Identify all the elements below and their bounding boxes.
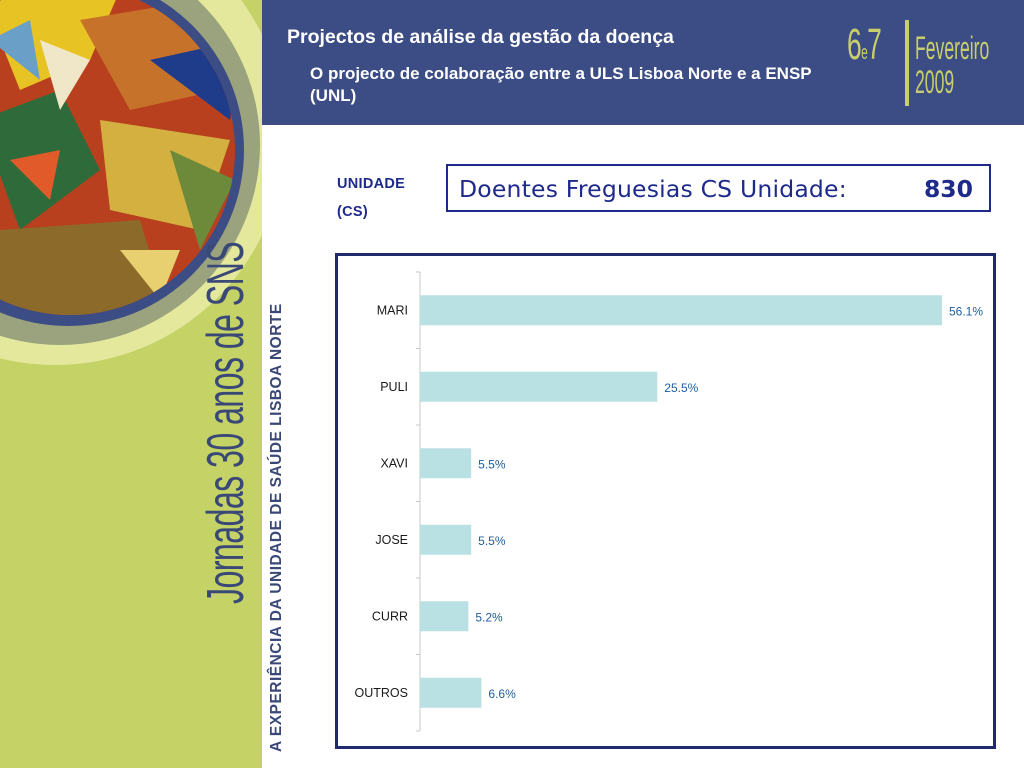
data-label: 25.5% (664, 381, 698, 395)
data-label: 5.5% (478, 534, 506, 548)
event-subtitle: A EXPERIÊNCIA DA UNIDADE DE SAÚDE LISBOA… (268, 303, 285, 752)
category-label: OUTROS (355, 686, 408, 700)
event-date-badge: 6e7 Fevereiro 2009 (847, 18, 1007, 108)
data-label: 56.1% (949, 304, 983, 318)
data-label: 5.5% (478, 457, 506, 471)
page-subtitle: O projecto de colaboração entre a ULS Li… (310, 64, 812, 105)
category-label: JOSE (375, 533, 408, 547)
bar-curr (420, 601, 469, 632)
event-days: 6e7 (847, 20, 882, 70)
event-year: 2009 (915, 64, 955, 100)
header-banner: Projectos de análise da gestão da doença… (262, 0, 1024, 125)
painting-artwork (0, 0, 262, 365)
event-month: Fevereiro (915, 30, 990, 66)
summary-label: Doentes Freguesias CS Unidade: (459, 175, 847, 203)
bar-chart: MARI 56.1% PULI 25.5% XAVI 5.5% JOSE 5.5% CURR 5.… (355, 271, 983, 732)
bar-puli (420, 371, 658, 402)
bar-outros (420, 677, 482, 708)
chart-frame: MARI 56.1% PULI 25.5% XAVI 5.5% JOSE 5.5% CURR 5.… (335, 253, 996, 749)
category-label: PULI (380, 380, 408, 394)
unit-label-line1: UNIDADE (337, 176, 406, 192)
unit-label-line2: (CS) (337, 204, 368, 220)
data-label: 6.6% (488, 687, 516, 701)
summary-box: Doentes Freguesias CS Unidade: 830 (446, 164, 991, 212)
event-day-joiner: e (861, 42, 868, 64)
unit-label: UNIDADE (CS) (337, 170, 405, 226)
date-separator (905, 20, 909, 106)
category-label: CURR (372, 609, 408, 623)
category-label: MARI (377, 303, 408, 317)
bar-xavi (420, 448, 472, 479)
bar-mari (420, 295, 942, 326)
summary-value: 830 (923, 175, 973, 203)
bar-jose (420, 524, 472, 555)
page-title: Projectos de análise da gestão da doença (287, 26, 674, 48)
event-day-first: 6 (847, 20, 862, 69)
decorative-left-band: Jornadas 30 anos de SNS (0, 0, 262, 768)
event-day-second: 7 (867, 20, 882, 69)
event-title: Jornadas 30 anos de SNS (197, 241, 255, 604)
data-label: 5.2% (475, 610, 503, 624)
category-label: XAVI (380, 456, 408, 470)
